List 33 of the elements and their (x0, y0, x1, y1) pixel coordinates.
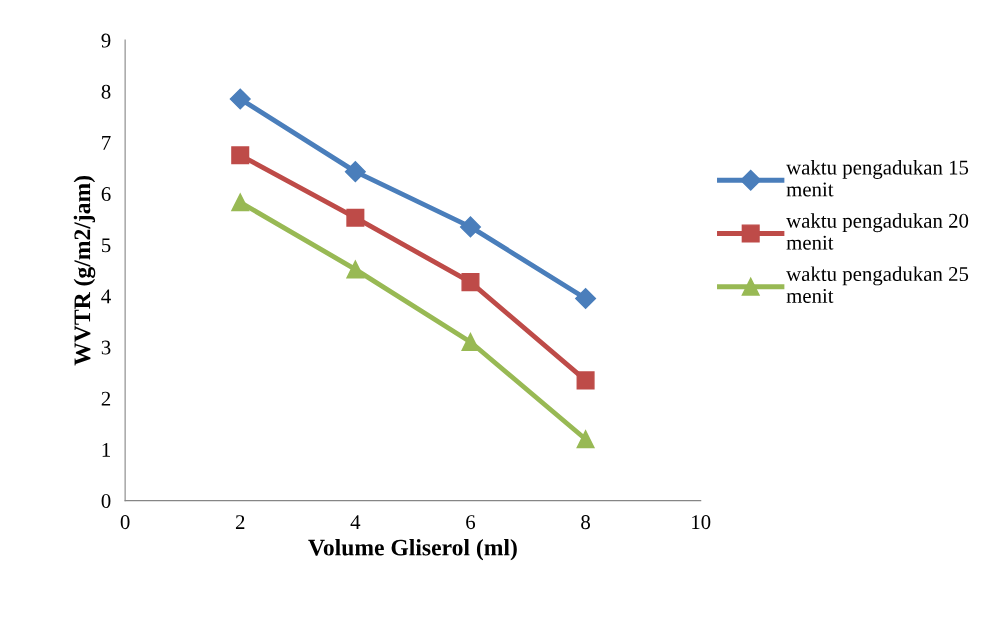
y-tick-label: 6 (101, 187, 111, 202)
point (461, 273, 480, 292)
x-tick-label: 0 (120, 515, 130, 530)
legend-label: waktu pengadukan 15 menit (786, 159, 969, 197)
x-tick-label: 6 (466, 515, 476, 530)
point (576, 430, 595, 449)
x-axis-title: Volume Gliserol (ml) (308, 538, 517, 561)
y-tick-label: 4 (101, 289, 111, 304)
y-tick-label: 7 (102, 136, 111, 150)
y-tick-label: 2 (101, 391, 111, 406)
y-tick-label: 5 (102, 238, 111, 253)
y-tick-label: 9 (101, 33, 111, 48)
point (461, 332, 480, 352)
point (344, 161, 366, 183)
point (229, 88, 251, 110)
point (346, 260, 365, 279)
y-tick-label: 0 (101, 493, 111, 509)
point (576, 371, 595, 390)
point (459, 216, 481, 238)
y-tick-label: 8 (101, 84, 111, 99)
legend-label: waktu pengadukan 20 menit (786, 213, 969, 250)
x-tick-label: 8 (581, 515, 590, 530)
x-tick-label: 2 (235, 515, 245, 529)
point (231, 193, 250, 212)
point (575, 287, 597, 310)
x-tick-label: 4 (350, 515, 361, 529)
y-axis-title: WVTR (g/m2/jam) (73, 176, 96, 366)
point (346, 208, 365, 227)
x-tick-label: 10 (692, 515, 711, 530)
y-tick-label: 3 (101, 340, 111, 355)
legend-label: waktu pengadukan 25 menit (786, 266, 969, 303)
y-tick-label: 1 (102, 442, 110, 457)
point (231, 146, 250, 165)
